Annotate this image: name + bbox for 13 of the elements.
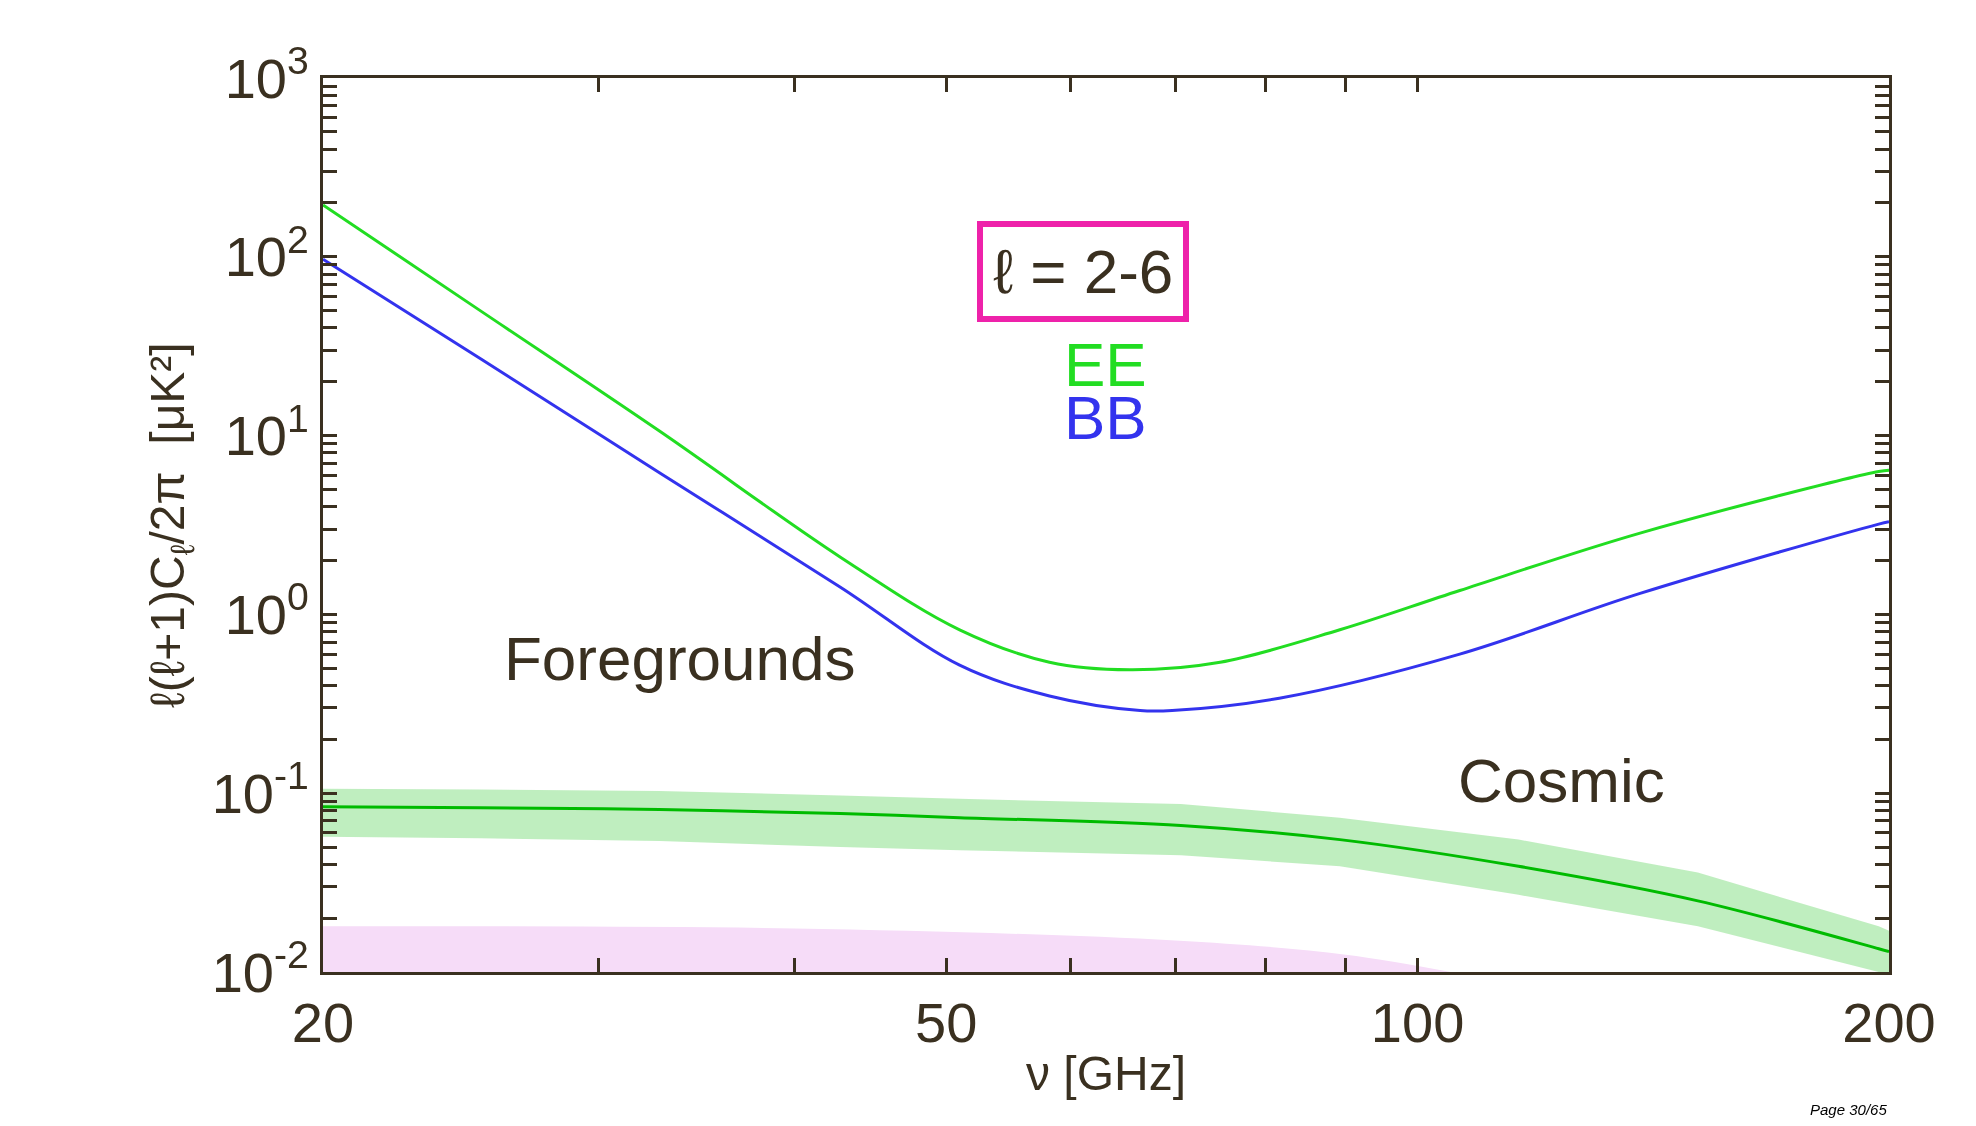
x-tick-label: 100 (1370, 991, 1465, 1055)
annotation: ℓ = 2-6 (993, 237, 1174, 306)
y-tick-label: 10$^{-1}$ (211, 754, 309, 825)
text: Page 30/65 (1810, 1101, 1888, 1118)
annotation: Foregrounds (504, 624, 856, 693)
y-tick-label: 10$^{2}$ (224, 217, 309, 289)
y-tick-label: 10$^{0}$ (224, 575, 309, 646)
x-axis-title: ν [GHz] (1025, 1047, 1187, 1101)
annotation: Cosmic (1458, 746, 1665, 815)
x-tick-label: 200 (1842, 991, 1936, 1055)
y-tick-label: 10$^{1}$ (224, 396, 309, 468)
y-tick-label: 10$^{3}$ (224, 39, 309, 110)
x-tick-label: 50 (915, 991, 978, 1055)
